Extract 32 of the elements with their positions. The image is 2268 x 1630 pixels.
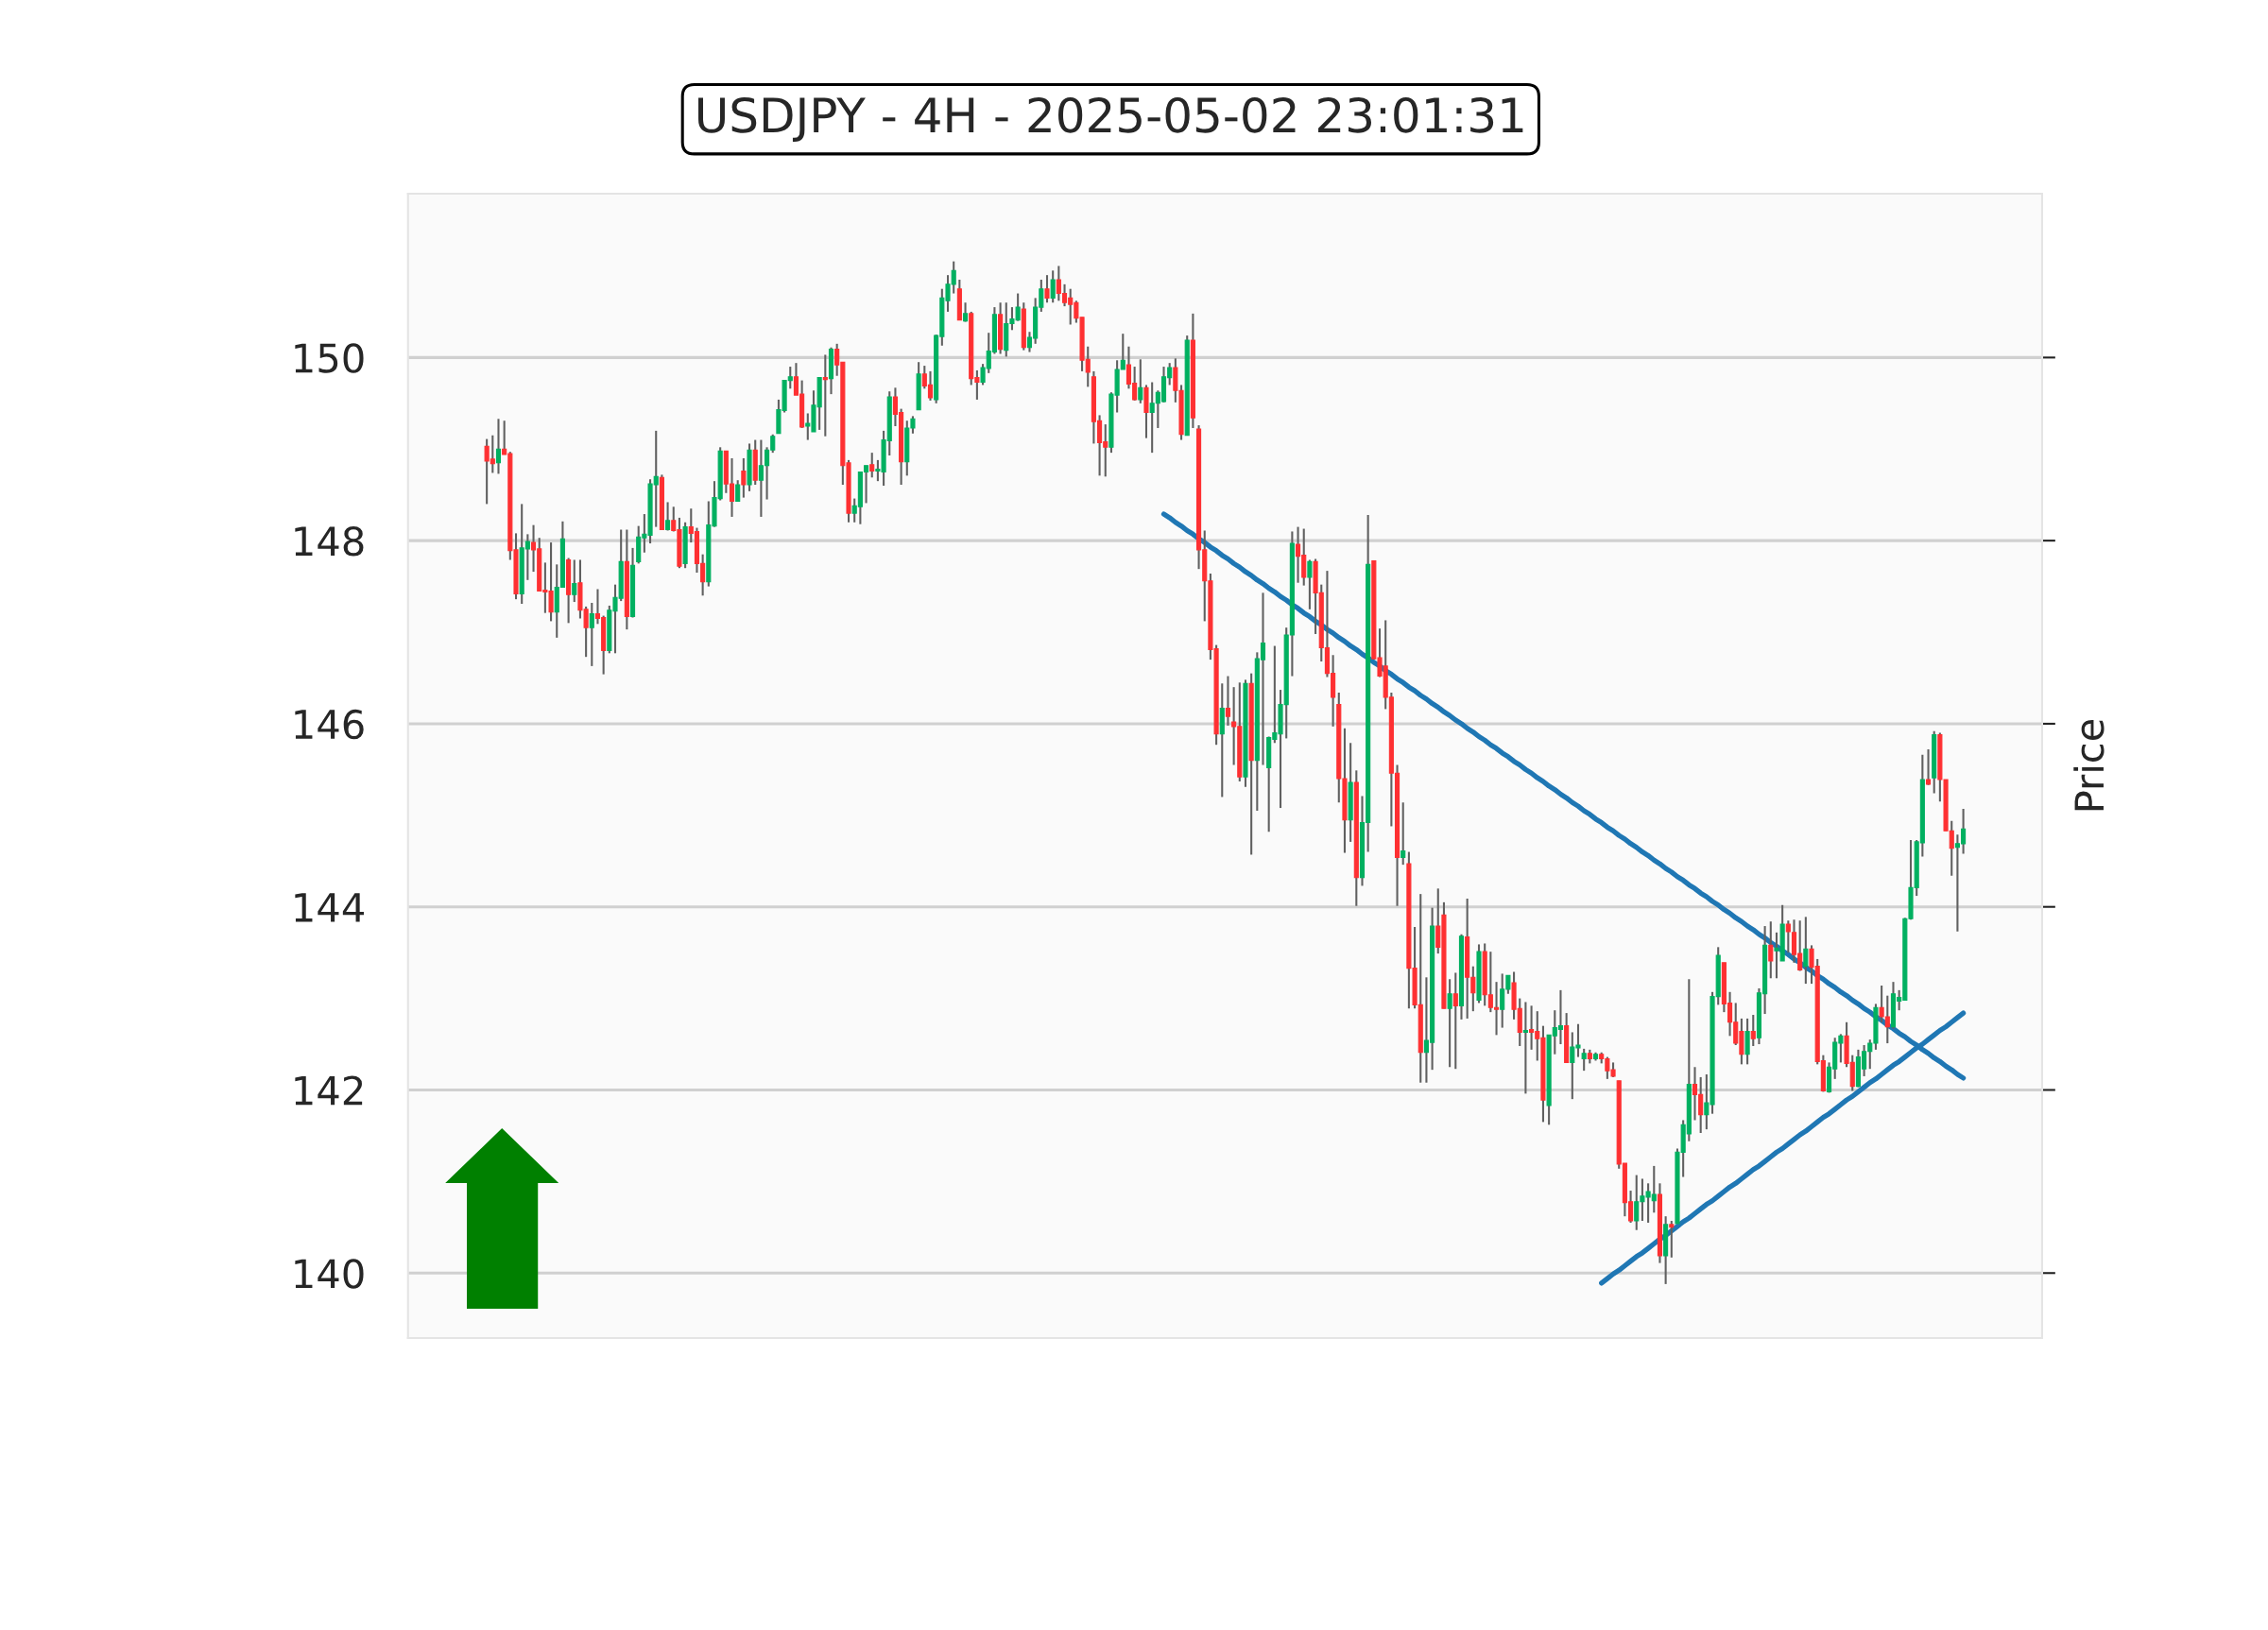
candlestick [1750, 1013, 1756, 1048]
candlestick [1050, 269, 1056, 304]
y-tick-label: 144 [295, 893, 364, 922]
candlestick [1669, 1219, 1675, 1259]
candlestick [1044, 274, 1050, 304]
candlestick [1452, 971, 1458, 1071]
y-tick-label: 142 [295, 1075, 363, 1106]
y-tick-label: 150 [295, 343, 364, 373]
candlestick [869, 452, 875, 479]
candlestick [1225, 675, 1231, 727]
candlestick [1803, 916, 1809, 986]
candlestick [589, 601, 594, 667]
candlestick [572, 558, 577, 604]
candlestick [1581, 1047, 1587, 1072]
chart-title: USDJPY - 4H - 2025-05-02 23:01:31 [698, 96, 1523, 143]
candlestick [962, 301, 969, 323]
candlestick [1925, 748, 1932, 786]
candlestick [665, 501, 671, 532]
candlestick [1138, 358, 1143, 404]
candlestick [1400, 801, 1406, 866]
candlestick [741, 456, 747, 499]
candlestick [1768, 920, 1774, 980]
candlestick [822, 353, 828, 438]
candlestick [495, 418, 502, 475]
y-tick-label: 140 [295, 1259, 364, 1289]
candlestick [735, 479, 741, 503]
y-tick-label: 148 [295, 526, 364, 557]
y-axis-title: Price [2073, 719, 2105, 811]
candlestick [1447, 978, 1452, 1069]
y-tick-label: 146 [295, 709, 364, 740]
candlestick [1307, 558, 1313, 610]
candlestick [1522, 1001, 1528, 1095]
